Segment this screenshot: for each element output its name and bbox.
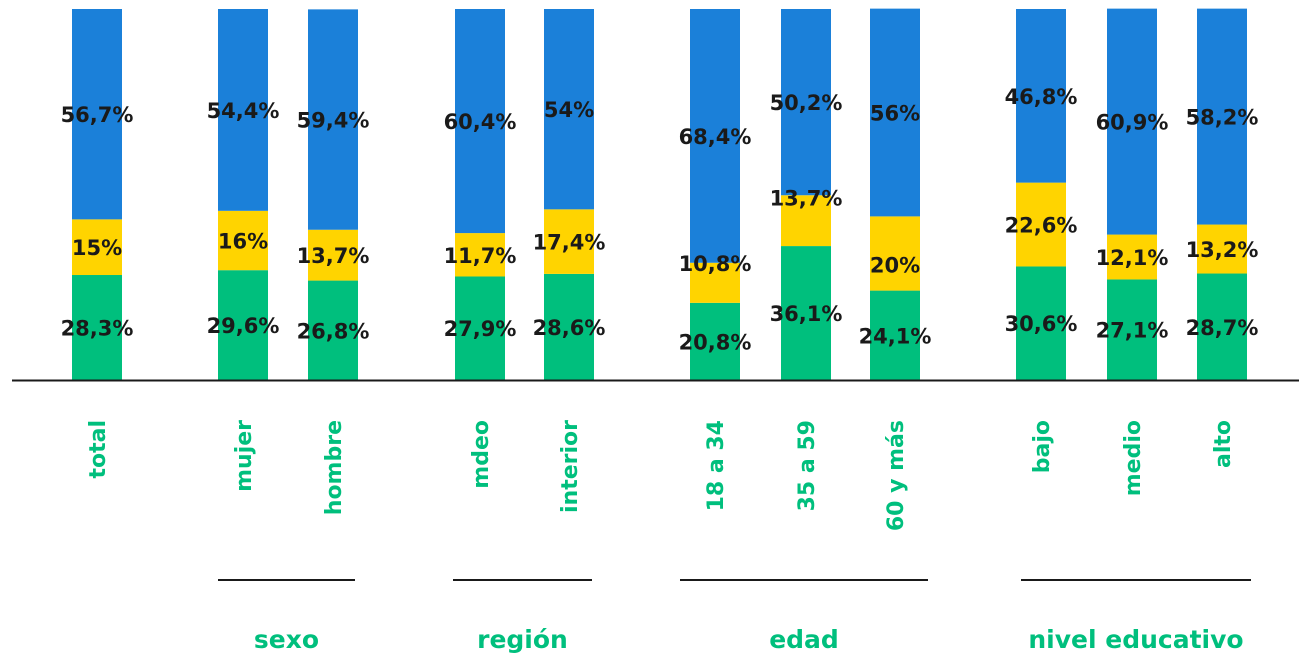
group-label: sexo xyxy=(254,625,319,654)
bar-segment xyxy=(455,233,505,277)
bar-segment xyxy=(690,302,740,380)
x-tick-label: total xyxy=(86,420,111,479)
data-label: 26,8% xyxy=(297,319,370,343)
group-label: región xyxy=(477,625,568,654)
bar-segment xyxy=(218,210,268,271)
data-label: 28,7% xyxy=(1186,316,1259,340)
x-tick-label: bajo xyxy=(1030,420,1055,473)
data-label: 56,7% xyxy=(61,103,134,127)
bar-segment xyxy=(72,219,122,276)
group-label: nivel educativo xyxy=(1028,625,1243,654)
bar-segment xyxy=(72,275,122,380)
data-label: 56% xyxy=(870,102,920,126)
bar-segment xyxy=(455,9,505,234)
bar-segment xyxy=(690,9,740,263)
data-label: 54,4% xyxy=(207,99,280,123)
data-label: 46,8% xyxy=(1005,85,1078,109)
data-label: 27,9% xyxy=(444,317,517,341)
x-tick-label: hombre xyxy=(322,420,347,515)
bar-segment xyxy=(1197,224,1247,274)
bar-segment xyxy=(870,8,920,217)
data-label: 11,7% xyxy=(444,244,517,268)
x-tick-label: 60 y más xyxy=(884,420,909,531)
x-tick-label: medio xyxy=(1121,420,1146,496)
bar-segment xyxy=(1107,279,1157,380)
bar-segment xyxy=(1016,182,1066,267)
data-label: 60,4% xyxy=(444,110,517,134)
data-label: 68,4% xyxy=(679,125,752,149)
x-tick-label: alto xyxy=(1211,420,1236,468)
x-tick-label: 35 a 59 xyxy=(795,420,820,511)
bar-segment xyxy=(308,9,358,230)
data-label: 16% xyxy=(218,230,268,254)
bar-segment xyxy=(690,262,740,303)
bar-segment xyxy=(870,290,920,380)
bar-segment xyxy=(308,280,358,380)
x-tick-label: mujer xyxy=(232,420,257,492)
bar-segment xyxy=(1197,8,1247,225)
x-tick-label: interior xyxy=(558,420,583,513)
data-label: 13,7% xyxy=(297,244,370,268)
bar-segment xyxy=(1107,8,1157,235)
x-tick-label: 18 a 34 xyxy=(704,420,729,511)
x-tick-label: mdeo xyxy=(469,420,494,489)
data-label: 13,2% xyxy=(1186,238,1259,262)
data-label: 28,6% xyxy=(533,316,606,340)
data-label: 59,4% xyxy=(297,109,370,133)
data-label: 30,6% xyxy=(1005,312,1078,336)
data-label: 17,4% xyxy=(533,231,606,255)
data-label: 58,2% xyxy=(1186,106,1259,130)
data-label: 20% xyxy=(870,253,920,277)
bar-segment xyxy=(781,9,831,196)
data-label: 20,8% xyxy=(679,330,752,354)
bar-segment xyxy=(218,9,268,211)
group-label: edad xyxy=(769,625,839,654)
bar-segment xyxy=(781,246,831,380)
data-label: 13,7% xyxy=(770,187,843,211)
data-label: 10,8% xyxy=(679,252,752,276)
bar-segment xyxy=(455,276,505,380)
bar-segment xyxy=(218,270,268,380)
data-label: 15% xyxy=(72,236,122,260)
bar-segment xyxy=(544,209,594,274)
data-label: 27,1% xyxy=(1096,319,1169,343)
data-label: 36,1% xyxy=(770,302,843,326)
bar-segment xyxy=(1107,234,1157,280)
bar-segment xyxy=(72,9,122,220)
bar-segment xyxy=(1197,273,1247,380)
bar-segment xyxy=(1016,266,1066,380)
data-label: 54% xyxy=(544,98,594,122)
bar-segment xyxy=(870,216,920,291)
bar-segment xyxy=(308,229,358,281)
data-label: 29,6% xyxy=(207,314,280,338)
data-label: 50,2% xyxy=(770,91,843,115)
bar-segment xyxy=(544,273,594,380)
data-label: 22,6% xyxy=(1005,214,1078,238)
bar-segment xyxy=(781,195,831,247)
data-label: 60,9% xyxy=(1096,111,1169,135)
data-label: 28,3% xyxy=(61,317,134,341)
bar-segment xyxy=(1016,9,1066,183)
data-label: 24,1% xyxy=(859,324,932,348)
data-label: 12,1% xyxy=(1096,246,1169,270)
bar-segment xyxy=(544,9,594,210)
